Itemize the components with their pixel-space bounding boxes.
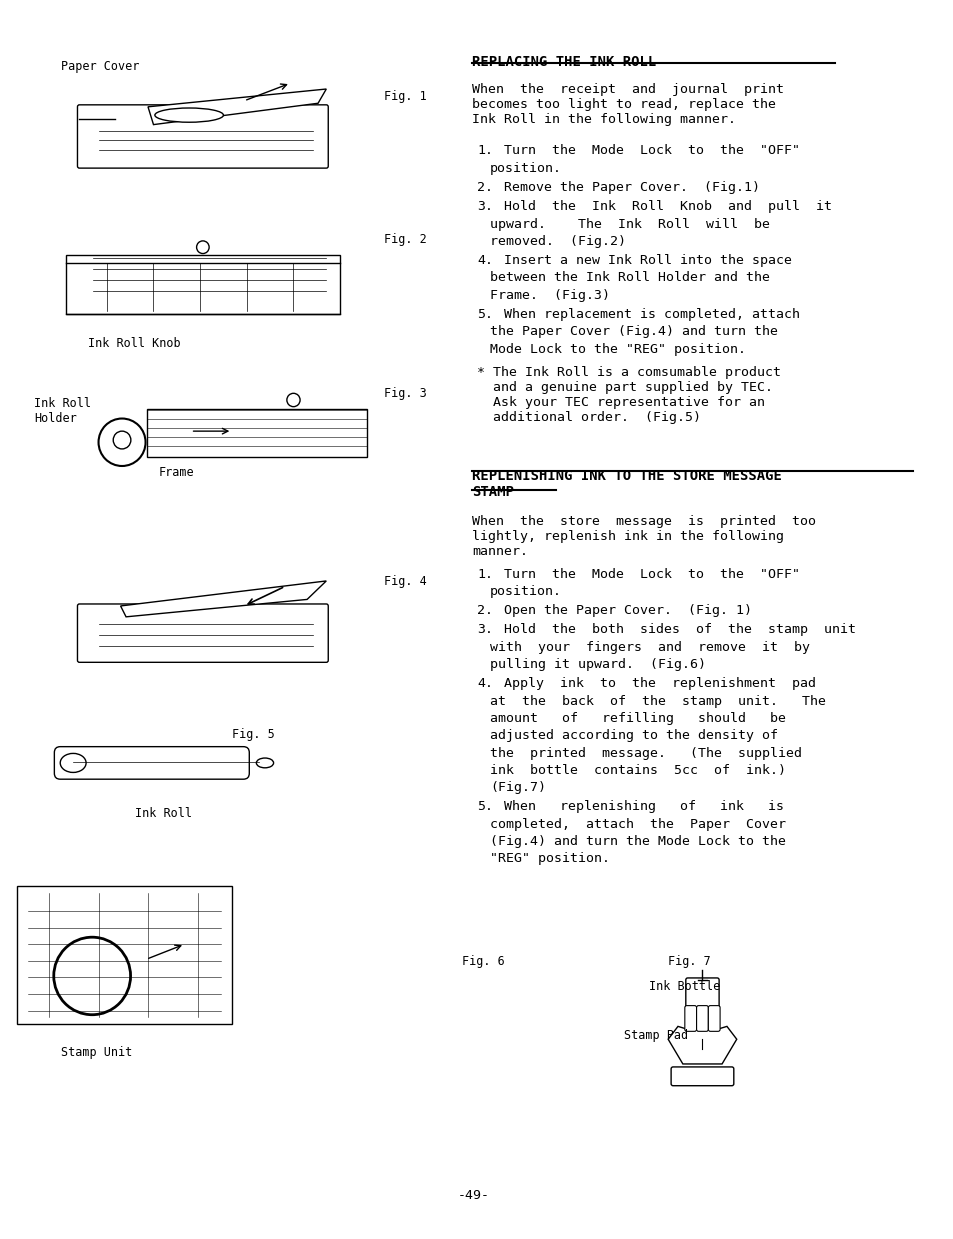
FancyBboxPatch shape	[696, 1006, 707, 1031]
Polygon shape	[120, 581, 326, 617]
Text: Stamp Pad: Stamp Pad	[623, 1030, 687, 1042]
Text: completed,  attach  the  Paper  Cover: completed, attach the Paper Cover	[490, 818, 785, 831]
Text: When replacement is completed, attach: When replacement is completed, attach	[503, 309, 799, 321]
Text: between the Ink Roll Holder and the: between the Ink Roll Holder and the	[490, 271, 769, 285]
Text: * The Ink Roll is a comsumable product
  and a genuine part supplied by TEC.
  A: * The Ink Roll is a comsumable product a…	[476, 366, 781, 424]
Text: Fig. 3: Fig. 3	[384, 387, 426, 400]
Text: Ink Bottle: Ink Bottle	[648, 980, 720, 992]
Text: -49-: -49-	[457, 1189, 490, 1202]
FancyBboxPatch shape	[670, 1067, 733, 1085]
Circle shape	[113, 431, 131, 449]
Text: (Fig.4) and turn the Mode Lock to the: (Fig.4) and turn the Mode Lock to the	[490, 835, 785, 847]
Text: Frame: Frame	[158, 466, 194, 478]
Text: When  the  receipt  and  journal  print
becomes too light to read, replace the
I: When the receipt and journal print becom…	[472, 83, 783, 126]
Text: removed.  (Fig.2): removed. (Fig.2)	[490, 235, 625, 248]
Text: Hold  the  Ink  Roll  Knob  and  pull  it: Hold the Ink Roll Knob and pull it	[503, 201, 831, 213]
Circle shape	[196, 240, 209, 254]
Text: Paper Cover: Paper Cover	[61, 61, 139, 73]
Text: Fig. 5: Fig. 5	[232, 727, 274, 741]
Text: position.: position.	[490, 585, 561, 598]
Text: adjusted according to the density of: adjusted according to the density of	[490, 730, 777, 742]
Text: Hold  the  both  sides  of  the  stamp  unit: Hold the both sides of the stamp unit	[503, 623, 855, 637]
Text: REPLACING THE INK ROLL: REPLACING THE INK ROLL	[472, 56, 656, 69]
Bar	[17, 886, 232, 1025]
Text: 4.: 4.	[476, 254, 493, 268]
Text: 4.: 4.	[476, 678, 493, 690]
Text: at  the  back  of  the  stamp  unit.   The: at the back of the stamp unit. The	[490, 695, 825, 707]
Text: position.: position.	[490, 162, 561, 175]
Ellipse shape	[60, 753, 86, 772]
Text: Turn  the  Mode  Lock  to  the  "OFF": Turn the Mode Lock to the "OFF"	[503, 567, 799, 581]
FancyBboxPatch shape	[77, 603, 328, 663]
Circle shape	[287, 393, 300, 406]
Text: Ink Roll: Ink Roll	[135, 807, 192, 820]
Text: 1.: 1.	[476, 567, 493, 581]
Text: Insert a new Ink Roll into the space: Insert a new Ink Roll into the space	[503, 254, 791, 268]
Text: 1.: 1.	[476, 145, 493, 157]
Text: 5.: 5.	[476, 309, 493, 321]
Text: When   replenishing   of   ink   is: When replenishing of ink is	[503, 800, 782, 814]
Circle shape	[98, 419, 146, 466]
FancyBboxPatch shape	[684, 1006, 696, 1031]
FancyBboxPatch shape	[54, 747, 249, 779]
Text: 2.: 2.	[476, 605, 493, 617]
FancyBboxPatch shape	[685, 978, 719, 1031]
Text: Fig. 2: Fig. 2	[384, 233, 426, 247]
Text: the Paper Cover (Fig.4) and turn the: the Paper Cover (Fig.4) and turn the	[490, 326, 777, 338]
Text: amount   of   refilling   should   be: amount of refilling should be	[490, 712, 785, 725]
Polygon shape	[667, 1026, 736, 1064]
FancyBboxPatch shape	[707, 1006, 720, 1031]
Text: Fig. 6: Fig. 6	[462, 955, 505, 968]
Text: 5.: 5.	[476, 800, 493, 814]
Text: Remove the Paper Cover.  (Fig.1): Remove the Paper Cover. (Fig.1)	[503, 181, 759, 195]
Text: (Fig.7): (Fig.7)	[490, 781, 545, 794]
Text: Apply  ink  to  the  replenishment  pad: Apply ink to the replenishment pad	[503, 678, 815, 690]
Text: Fig. 4: Fig. 4	[384, 575, 426, 587]
Text: Open the Paper Cover.  (Fig. 1): Open the Paper Cover. (Fig. 1)	[503, 605, 751, 617]
Text: When  the  store  message  is  printed  too
lightly, replenish ink in the follow: When the store message is printed too li…	[472, 515, 816, 559]
Text: pulling it upward.  (Fig.6): pulling it upward. (Fig.6)	[490, 658, 705, 672]
Text: Turn  the  Mode  Lock  to  the  "OFF": Turn the Mode Lock to the "OFF"	[503, 145, 799, 157]
Ellipse shape	[154, 108, 223, 123]
Bar	[147, 409, 367, 457]
FancyBboxPatch shape	[77, 105, 328, 169]
Text: Ink Roll
Holder: Ink Roll Holder	[34, 396, 91, 425]
Text: Fig. 1: Fig. 1	[384, 90, 426, 103]
Ellipse shape	[256, 758, 274, 768]
Text: Stamp Unit: Stamp Unit	[61, 1046, 132, 1059]
Text: Fig. 7: Fig. 7	[667, 955, 710, 968]
Text: Frame.  (Fig.3): Frame. (Fig.3)	[490, 289, 609, 302]
Text: upward.    The  Ink  Roll  will  be: upward. The Ink Roll will be	[490, 218, 769, 230]
Text: 3.: 3.	[476, 201, 493, 213]
Text: with  your  fingers  and  remove  it  by: with your fingers and remove it by	[490, 641, 809, 654]
Text: Ink Roll Knob: Ink Roll Knob	[88, 337, 180, 351]
Bar	[66, 255, 339, 315]
Text: "REG" position.: "REG" position.	[490, 852, 609, 865]
Text: 2.: 2.	[476, 181, 493, 195]
Text: REPLENISHING INK TO THE STORE MESSAGE
STAMP: REPLENISHING INK TO THE STORE MESSAGE ST…	[472, 468, 781, 499]
Text: 3.: 3.	[476, 623, 493, 637]
Circle shape	[53, 937, 131, 1015]
Polygon shape	[148, 89, 326, 125]
Text: Mode Lock to the "REG" position.: Mode Lock to the "REG" position.	[490, 343, 745, 356]
Text: the  printed  message.   (The  supplied: the printed message. (The supplied	[490, 747, 801, 760]
Text: ink  bottle  contains  5cc  of  ink.): ink bottle contains 5cc of ink.)	[490, 764, 785, 777]
